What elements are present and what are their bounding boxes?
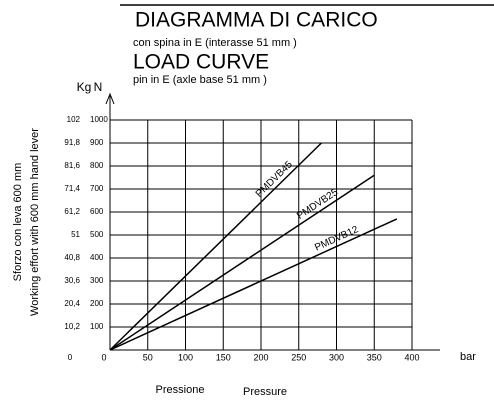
y-tick-label: 800: [90, 161, 104, 170]
y-tick-label: 400: [90, 253, 104, 262]
chart-subtitle: con spina in E (interasse 51 mm ): [133, 37, 297, 49]
data-line: [109, 218, 398, 351]
series-label: PMDVB25: [295, 187, 340, 222]
y2-tick-label: 81,6: [64, 161, 80, 170]
data-line: [109, 174, 375, 351]
x-axis-label: Pressione: [156, 384, 205, 396]
x-axis-label-en: Pressure: [243, 386, 287, 398]
y2-tick-label: 71,4: [64, 184, 80, 193]
y2-tick-label: 10,2: [64, 322, 80, 331]
y-tick-label: 300: [90, 276, 104, 285]
y2-tick-label: 51: [71, 230, 80, 239]
y2-tick-label: 20,4: [64, 299, 80, 308]
y2-tick-label: 30,6: [64, 276, 80, 285]
x-tick-label: 50: [143, 352, 153, 362]
series-label: PMDVB45: [254, 159, 295, 200]
y-tick-label: 100: [90, 322, 104, 331]
y-tick-label: 1000: [90, 115, 108, 124]
y2-unit: Kg: [77, 80, 92, 94]
y2-tick-label: 102: [67, 115, 81, 124]
y-axis-label-en: Working effort with 600 mm hand lever: [29, 128, 41, 316]
y-tick-label: 700: [90, 184, 104, 193]
chart-title: DIAGRAMMA DI CARICO: [135, 9, 378, 32]
y-unit: N: [94, 80, 103, 94]
y2-tick-label: 0: [68, 353, 73, 362]
data-line: [109, 142, 322, 351]
y-axis-label: Sforzo con leva 600 mm: [12, 163, 24, 282]
y-tick-label: 200: [90, 299, 104, 308]
x-tick-label: 250: [291, 352, 306, 362]
chart-subtitle-en: pin in E (axle base 51 mm ): [133, 74, 267, 86]
y-tick-label: 500: [90, 230, 104, 239]
y2-tick-label: 61,2: [64, 207, 80, 216]
x-tick-label: 0: [101, 352, 106, 362]
y-tick-label: 600: [90, 207, 104, 216]
x-tick-label: 400: [404, 352, 419, 362]
chart-title-en: LOAD CURVE: [133, 51, 269, 74]
y-tick-label: 900: [90, 138, 104, 147]
y2-tick-label: 40,8: [64, 253, 80, 262]
x-tick-label: 200: [253, 352, 268, 362]
x-tick-label: 100: [178, 352, 193, 362]
x-tick-label: 350: [367, 352, 382, 362]
x-tick-label: 150: [216, 352, 231, 362]
y2-tick-label: 91,8: [64, 138, 80, 147]
x-tick-label: 300: [329, 352, 344, 362]
x-unit: bar: [460, 351, 476, 363]
